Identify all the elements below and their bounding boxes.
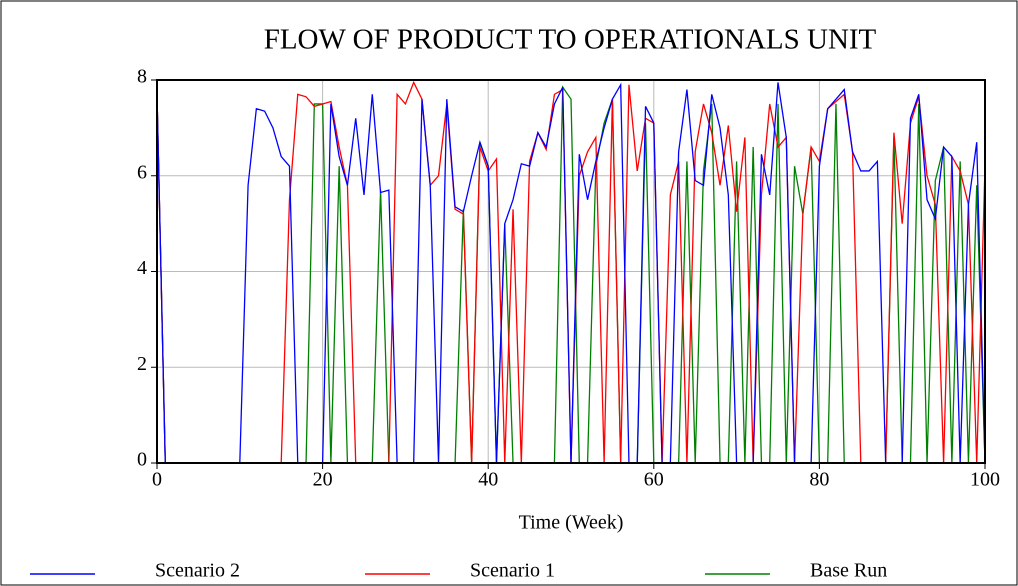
x-tick-label: 100 (970, 469, 1000, 491)
y-tick-label: 4 (137, 257, 147, 279)
x-tick-label: 40 (478, 469, 498, 491)
x-tick-label: 60 (644, 469, 664, 491)
x-axis-label: Time (Week) (519, 512, 624, 534)
x-tick-label: 0 (152, 469, 162, 491)
legend-label: Scenario 1 (470, 560, 555, 582)
y-tick-label: 6 (137, 161, 147, 183)
legend: Scenario 2 Scenario 1 Base Run (30, 560, 887, 582)
x-tick-label: 20 (313, 469, 333, 491)
plot-border (156, 79, 986, 464)
y-tick-label: 2 (137, 353, 147, 375)
chart-title: FLOW OF PRODUCT TO OPERATIONALS UNIT (264, 24, 877, 56)
y-tick-label: 0 (137, 449, 147, 471)
y-tick-label: 8 (137, 66, 147, 88)
x-tick-label: 80 (809, 469, 829, 491)
legend-label: Scenario 2 (155, 560, 240, 582)
legend-label: Base Run (810, 560, 887, 582)
